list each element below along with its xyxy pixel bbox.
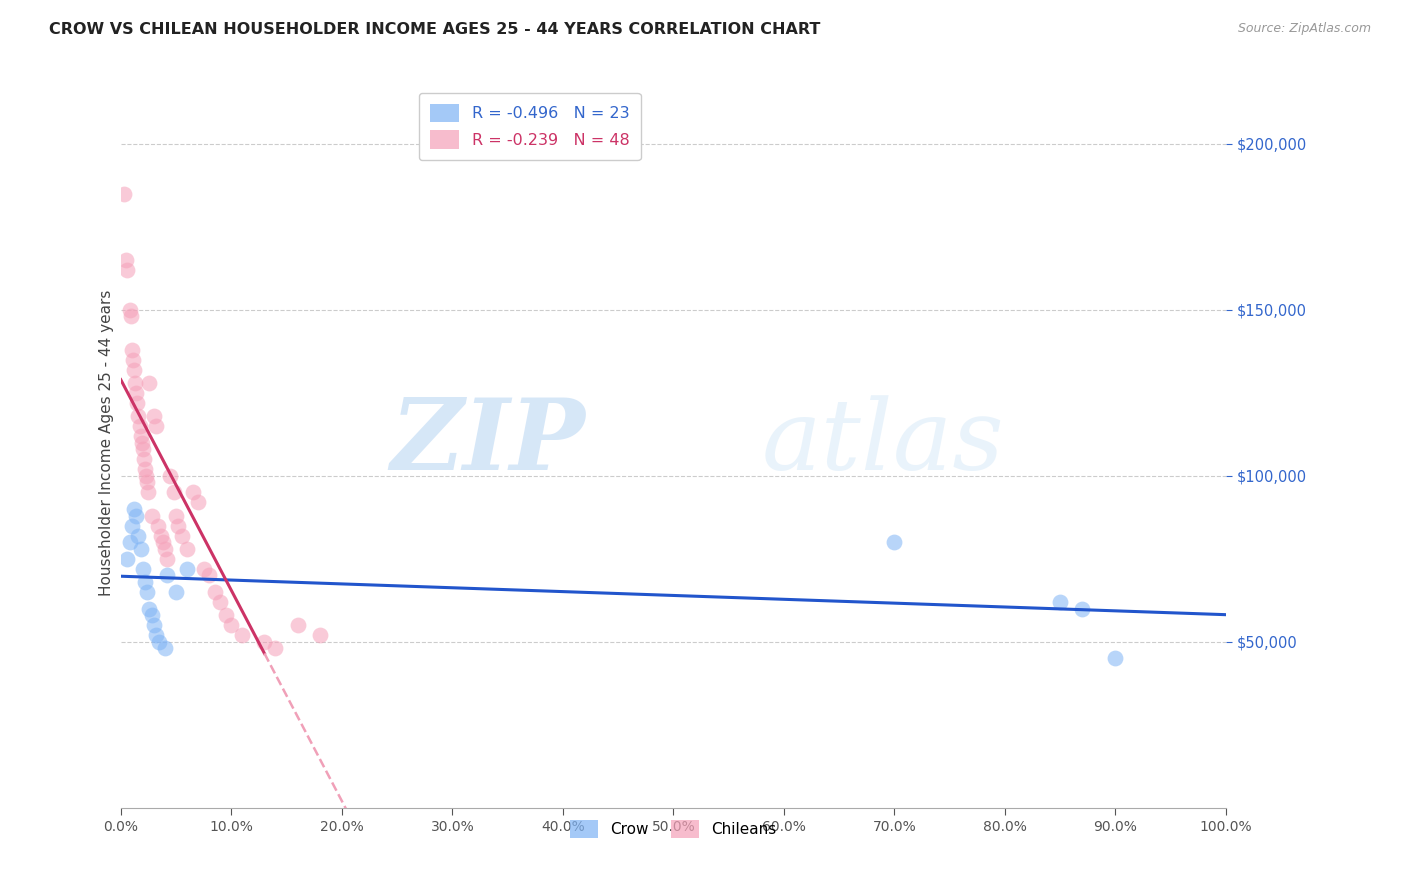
Point <box>167 518 190 533</box>
Point <box>163 485 186 500</box>
Point <box>117 263 139 277</box>
Y-axis label: Householder Income Ages 25 - 44 years: Householder Income Ages 25 - 44 years <box>100 289 114 596</box>
Point <box>1104 651 1126 665</box>
Point <box>264 641 287 656</box>
Point <box>131 435 153 450</box>
Point <box>156 551 179 566</box>
Point <box>193 562 215 576</box>
Point <box>134 462 156 476</box>
Point <box>198 568 221 582</box>
Text: atlas: atlas <box>762 395 1004 491</box>
Point <box>209 595 232 609</box>
Point <box>129 541 152 556</box>
Point <box>135 468 157 483</box>
Point <box>153 641 176 656</box>
Point <box>125 385 148 400</box>
Point <box>138 485 160 500</box>
Point <box>159 468 181 483</box>
Point <box>132 452 155 467</box>
Point <box>117 551 139 566</box>
Point <box>129 429 152 443</box>
Point <box>181 485 204 500</box>
Point <box>125 508 148 523</box>
Point <box>136 585 159 599</box>
Point <box>153 541 176 556</box>
Point <box>115 252 138 267</box>
Point <box>219 618 242 632</box>
Text: Source: ZipAtlas.com: Source: ZipAtlas.com <box>1237 22 1371 36</box>
Point <box>1071 601 1094 615</box>
Point <box>122 362 145 376</box>
Point <box>145 628 167 642</box>
Point <box>152 535 174 549</box>
Point <box>127 528 149 542</box>
Point <box>287 618 309 632</box>
Point <box>204 585 226 599</box>
Point <box>134 574 156 589</box>
Point <box>121 343 143 357</box>
Point <box>136 475 159 490</box>
Point <box>132 562 155 576</box>
Point <box>127 396 149 410</box>
Point <box>253 634 276 648</box>
Point <box>124 376 146 390</box>
Legend: Crow, Chileans: Crow, Chileans <box>564 814 783 844</box>
Point <box>142 409 165 423</box>
Text: ZIP: ZIP <box>389 394 585 491</box>
Point <box>883 535 905 549</box>
Point <box>118 535 141 549</box>
Point <box>118 302 141 317</box>
Point <box>141 608 163 623</box>
Point <box>122 502 145 516</box>
Point <box>138 601 160 615</box>
Point <box>156 568 179 582</box>
Point <box>1049 595 1071 609</box>
Point <box>187 495 209 509</box>
Point <box>142 618 165 632</box>
Point <box>170 528 193 542</box>
Point <box>132 442 155 457</box>
Point <box>145 419 167 434</box>
Point <box>120 310 142 324</box>
Point <box>149 528 172 542</box>
Point <box>122 352 145 367</box>
Point <box>308 628 330 642</box>
Point <box>141 508 163 523</box>
Text: CROW VS CHILEAN HOUSEHOLDER INCOME AGES 25 - 44 YEARS CORRELATION CHART: CROW VS CHILEAN HOUSEHOLDER INCOME AGES … <box>49 22 821 37</box>
Point <box>165 585 187 599</box>
Point <box>128 419 150 434</box>
Point <box>215 608 238 623</box>
Point <box>176 562 198 576</box>
Point <box>148 634 170 648</box>
Point <box>148 518 170 533</box>
Point <box>138 376 160 390</box>
Point <box>165 508 187 523</box>
Point <box>112 186 135 201</box>
Point <box>231 628 253 642</box>
Point <box>127 409 149 423</box>
Point <box>176 541 198 556</box>
Point <box>121 518 143 533</box>
